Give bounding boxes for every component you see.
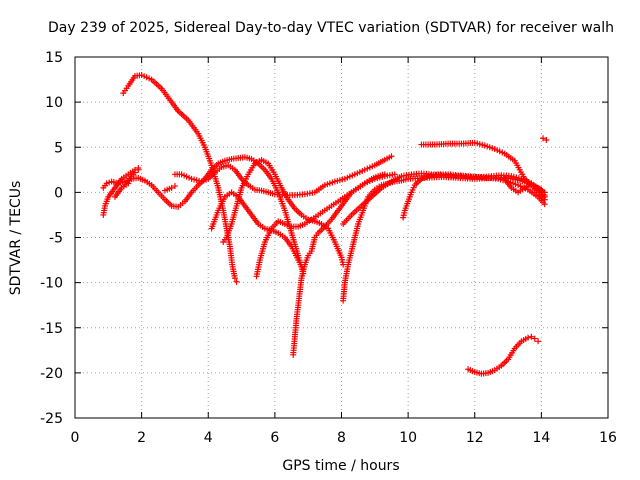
data-marks <box>100 72 550 377</box>
chart-title: Day 239 of 2025, Sidereal Day-to-day VTE… <box>48 20 614 36</box>
x-tick-label: 8 <box>337 430 346 446</box>
series-track-q <box>540 135 550 144</box>
data-point <box>543 137 550 144</box>
series-track-p <box>465 333 542 377</box>
y-tick-label: 5 <box>54 140 63 156</box>
data-point <box>388 153 395 160</box>
x-tick-label: 2 <box>137 430 146 446</box>
data-point <box>233 278 240 285</box>
tick-labels: 0 2 4 6 8 10 12 14 16 -25 -20 -15 -10 -5 0 5 10 15 <box>40 50 617 446</box>
x-tick-label: 10 <box>399 430 417 446</box>
x-tick-label: 0 <box>71 430 80 446</box>
data-point <box>231 275 238 282</box>
series-track-o <box>501 175 548 196</box>
series-track-d <box>111 166 142 200</box>
data-point <box>535 338 542 345</box>
y-tick-label: -15 <box>40 321 63 337</box>
series-track-j <box>290 171 388 358</box>
y-tick-label: 0 <box>54 185 63 201</box>
y-tick-label: -10 <box>40 276 63 292</box>
data-point <box>540 135 547 142</box>
y-tick-label: -20 <box>40 366 63 382</box>
series-track-g <box>220 156 347 268</box>
grid-lines <box>75 57 608 418</box>
y-tick-label: 10 <box>45 95 63 111</box>
data-point <box>528 333 535 340</box>
y-tick-label: 15 <box>45 50 63 66</box>
series-track-n <box>418 139 548 203</box>
data-point <box>171 183 178 190</box>
x-axis-title: GPS time / hours <box>282 458 399 474</box>
axis-ticks <box>74 56 609 419</box>
data-point <box>541 196 548 203</box>
data-point <box>131 169 138 176</box>
data-point <box>168 184 175 191</box>
y-tick-label: -5 <box>49 231 63 247</box>
x-tick-label: 12 <box>466 430 484 446</box>
data-point <box>531 335 538 342</box>
series-track-e <box>161 183 178 194</box>
y-axis-title: SDTVAR / TECUs <box>8 181 24 296</box>
x-tick-label: 4 <box>204 430 213 446</box>
x-tick-label: 16 <box>599 430 617 446</box>
x-tick-label: 6 <box>270 430 279 446</box>
series-track-c <box>100 165 142 218</box>
data-point <box>541 189 548 196</box>
data-point <box>525 334 532 341</box>
x-tick-label: 14 <box>532 430 550 446</box>
data-point <box>391 171 398 178</box>
series-track-k <box>340 174 548 304</box>
data-point <box>381 171 388 178</box>
y-tick-label: -25 <box>40 411 63 427</box>
data-point <box>135 166 142 173</box>
